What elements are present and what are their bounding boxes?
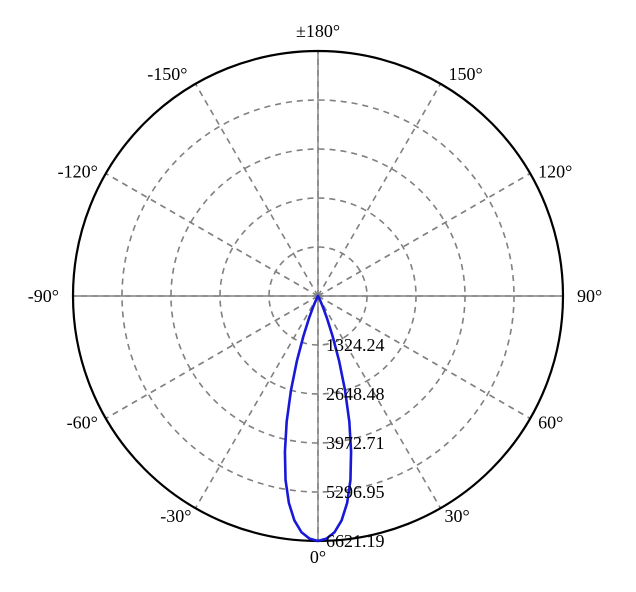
- angle-label: -60°: [67, 413, 98, 433]
- angle-label: 30°: [445, 506, 470, 526]
- polar-chart: 1324.24 2648.48 3972.71 5296.95 6621.19 ±180…: [0, 0, 636, 592]
- angle-label: -90°: [28, 286, 59, 306]
- ring-label: 2648.48: [326, 384, 385, 404]
- ring-label: 5296.95: [326, 482, 385, 502]
- angle-label: -120°: [58, 162, 98, 182]
- polar-chart-container: { "chart": { "type": "polar", "center": …: [0, 0, 636, 592]
- ring-label: 1324.24: [326, 335, 385, 355]
- angle-label: 0°: [310, 547, 326, 567]
- ring-label: 6621.19: [326, 531, 385, 551]
- grid-spoke: [106, 174, 318, 297]
- grid-spoke: [106, 296, 318, 419]
- grid-spoke: [196, 296, 319, 508]
- angle-label: -150°: [147, 64, 187, 84]
- ring-label: 3972.71: [326, 433, 385, 453]
- angle-label: 150°: [449, 64, 483, 84]
- angle-label: -30°: [160, 506, 191, 526]
- ring-labels: 1324.24 2648.48 3972.71 5296.95 6621.19: [326, 335, 385, 551]
- grid-spoke: [318, 84, 441, 296]
- grid-spoke: [318, 174, 530, 297]
- angle-label: 90°: [577, 286, 602, 306]
- angle-label: ±180°: [296, 21, 340, 41]
- angle-label: 120°: [538, 162, 572, 182]
- angle-label: 60°: [538, 413, 563, 433]
- grid-spoke: [196, 84, 319, 296]
